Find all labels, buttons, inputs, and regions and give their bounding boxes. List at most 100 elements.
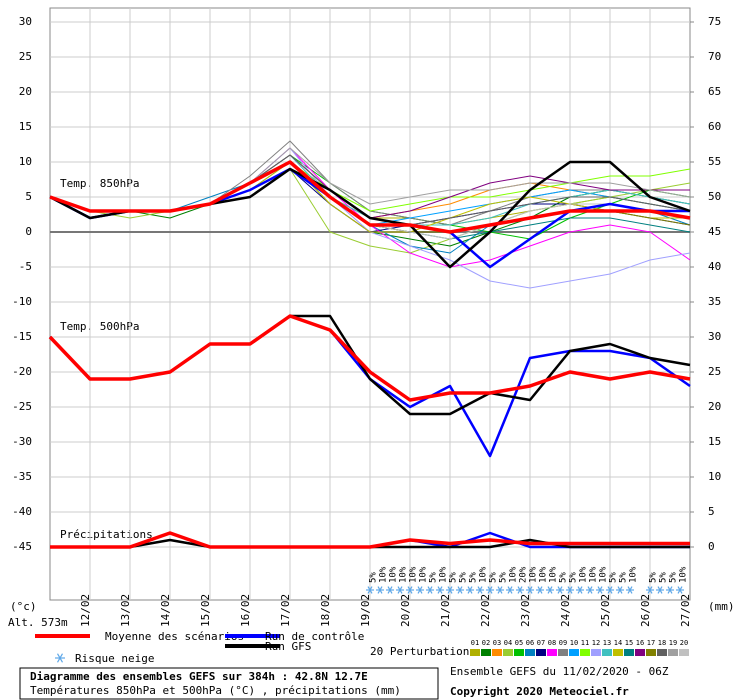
snowflake <box>367 586 373 594</box>
legend-swatch <box>668 649 678 656</box>
legend-label: 01 <box>471 639 479 647</box>
y-tick-label: 30 <box>19 15 32 28</box>
snow-risk-label: 10% <box>379 566 389 583</box>
snowflake <box>677 586 683 594</box>
series-line <box>50 531 690 549</box>
y-tick-label: 10 <box>19 155 32 168</box>
y-tick-label: -20 <box>12 365 32 378</box>
snowflake <box>457 586 463 594</box>
x-tick-label: 18/02 <box>319 594 332 627</box>
legend-swatch <box>569 649 579 656</box>
y2-tick-label: 5 <box>708 505 715 518</box>
legend-label: 03 <box>493 639 501 647</box>
y-tick-label: 5 <box>25 190 32 203</box>
series-line <box>49 160 691 234</box>
legend-label: 12 <box>592 639 600 647</box>
snow-risk-label: 10% <box>599 566 609 583</box>
y-tick-label: -15 <box>12 330 32 343</box>
x-tick-label: 16/02 <box>239 594 252 627</box>
legend-swatch <box>635 649 645 656</box>
snow-risk-label: 10% <box>419 566 429 583</box>
legend-swatch <box>547 649 557 656</box>
snow-risk-label: 5% <box>569 572 579 583</box>
y2-tick-label: 75 <box>708 15 721 28</box>
x-tick-label: 26/02 <box>639 594 652 627</box>
legend-swatch <box>481 649 491 656</box>
snow-risk-label: 10% <box>439 566 449 583</box>
legend-swatch <box>525 649 535 656</box>
legend-label: 06 <box>526 639 534 647</box>
snow-legend-label: Risque neige <box>75 652 154 665</box>
snow-risk-label: 5% <box>499 572 509 583</box>
series-line <box>49 168 691 254</box>
snow-risk-label: 5% <box>649 572 659 583</box>
snow-risk-label: 5% <box>459 572 469 583</box>
y2-tick-label: 20 <box>708 400 721 413</box>
x-tick-label: 13/02 <box>119 594 132 627</box>
snowflake <box>607 586 613 594</box>
legend-label: 10 <box>570 639 578 647</box>
legend-label: 08 <box>548 639 556 647</box>
snow-risk-label: 10% <box>589 566 599 583</box>
legend-label: 15 <box>625 639 633 647</box>
chart-title: Diagramme des ensembles GEFS sur 384h : … <box>30 670 368 683</box>
legend-swatch <box>624 649 634 656</box>
legend-label: 18 <box>658 639 666 647</box>
snowflake <box>527 586 533 594</box>
snow-risk-label: 5% <box>449 572 459 583</box>
y-tick-label: 20 <box>19 85 32 98</box>
x-tick-label: 17/02 <box>279 594 292 627</box>
legend-swatch <box>536 649 546 656</box>
snowflake <box>497 586 503 594</box>
legend-label: Moyenne des scénarios <box>105 630 244 643</box>
snowflake <box>407 586 413 594</box>
x-tick-label: 21/02 <box>439 594 452 627</box>
y2-tick-label: 45 <box>708 225 721 238</box>
x-tick-label: 19/02 <box>359 594 372 627</box>
legend-swatch <box>580 649 590 656</box>
snow-risk-label: 10% <box>479 566 489 583</box>
legend-label: 20 <box>680 639 688 647</box>
snowflake <box>447 586 453 594</box>
x-tick-label: 14/02 <box>159 594 172 627</box>
legend-swatch <box>591 649 601 656</box>
snowflake <box>387 586 393 594</box>
snow-risk-label: 5% <box>619 572 629 583</box>
snow-risk-label: 5% <box>559 572 569 583</box>
y2-tick-label: 30 <box>708 330 721 343</box>
snowflake <box>397 586 403 594</box>
legend-label: 05 <box>515 639 523 647</box>
snow-risk-label: 5% <box>369 572 379 583</box>
y-axis-label: (°c) <box>10 600 37 613</box>
snowflake <box>617 586 623 594</box>
snowflake <box>627 586 633 594</box>
legend-swatch <box>657 649 667 656</box>
annotation: Précipitations <box>60 528 153 541</box>
snowflake <box>587 586 593 594</box>
legend-swatch <box>602 649 612 656</box>
snow-risk-label: 5% <box>659 572 669 583</box>
x-tick-label: 20/02 <box>399 594 412 627</box>
legend-swatch <box>514 649 524 656</box>
snowflake <box>417 586 423 594</box>
snow-risk-label: 5% <box>669 572 679 583</box>
snowflake <box>557 586 563 594</box>
legend-label: 14 <box>614 639 622 647</box>
source: Ensemble GEFS du 11/02/2020 - 06Z <box>450 665 669 678</box>
copyright: Copyright 2020 Meteociel.fr <box>450 685 629 698</box>
y2-tick-label: 35 <box>708 295 721 308</box>
legend-label: Run GFS <box>265 640 311 653</box>
x-tick-label: 27/02 <box>679 594 692 627</box>
legend-label: 02 <box>482 639 490 647</box>
title-box <box>19 667 439 700</box>
y2-tick-label: 50 <box>708 190 721 203</box>
snow-risk-label: 10% <box>549 566 559 583</box>
snow-risk-label: 10% <box>529 566 539 583</box>
snow-risk-label: 10% <box>399 566 409 583</box>
y2-tick-label: 10 <box>708 470 721 483</box>
altitude: Alt. 573m <box>8 616 68 629</box>
snow-risk-label: 20% <box>519 566 529 583</box>
snowflake <box>517 586 523 594</box>
snow-risk-label: 10% <box>579 566 589 583</box>
y-tick-label: 15 <box>19 120 32 133</box>
